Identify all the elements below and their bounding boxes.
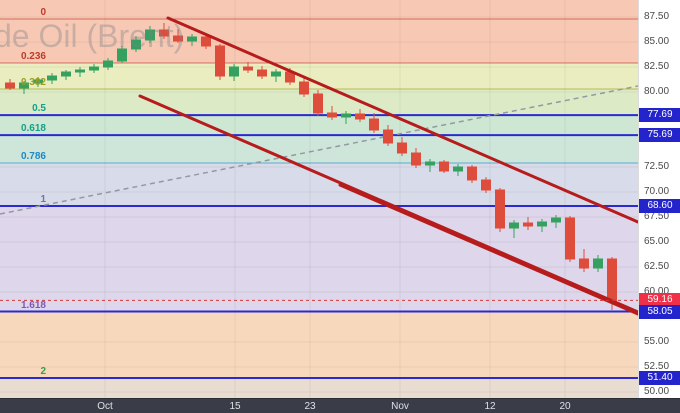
candle-body (33, 79, 43, 84)
time-tick: 15 (229, 401, 241, 412)
candle-body (397, 142, 407, 154)
candle-body (523, 222, 533, 227)
candle-body (201, 36, 211, 47)
candle-body (61, 71, 71, 77)
candle-body (299, 81, 309, 95)
candle-body (173, 35, 183, 42)
candle-body (257, 69, 267, 77)
candle-body (117, 48, 127, 62)
candle-body (19, 82, 29, 89)
time-tick: Nov (391, 401, 409, 412)
price-tick: 62.50 (644, 261, 670, 272)
price-tick: 60.00 (644, 286, 670, 297)
candle-body (467, 166, 477, 181)
time-tick: Oct (97, 401, 113, 412)
fib-band (0, 115, 638, 136)
price-tick: 72.50 (644, 161, 670, 172)
candle-body (159, 29, 169, 37)
price-badge: 68.60 (639, 199, 680, 213)
candle-body (89, 66, 99, 71)
candle-body (47, 75, 57, 81)
candle-body (607, 258, 617, 301)
candle-body (243, 66, 253, 71)
candle-body (75, 69, 85, 73)
chart-canvas-holder (0, 0, 638, 398)
candle-body (369, 118, 379, 131)
channel-trendline[interactable] (166, 16, 638, 224)
price-axis[interactable]: 87.50 85.00 82.50 80.00 72.50 70.00 67.50 65.00… (638, 0, 680, 398)
candle-body (327, 112, 337, 118)
candle-body (103, 60, 113, 68)
time-tick: 23 (304, 401, 316, 412)
candle-body (341, 113, 351, 118)
candle-body (495, 189, 505, 229)
fib-band (0, 163, 638, 206)
candle-body (565, 217, 575, 260)
candle-body (509, 222, 519, 229)
candle-body (411, 152, 421, 166)
candle-body (593, 258, 603, 269)
candle-body (425, 161, 435, 166)
price-tick: 55.00 (644, 336, 670, 347)
candle-body (355, 113, 365, 120)
candle-body (551, 217, 561, 223)
channel-trendline[interactable] (338, 183, 638, 316)
price-tick: 80.00 (644, 86, 670, 97)
time-tick: 20 (559, 401, 571, 412)
candle-body (271, 71, 281, 77)
time-tick: 12 (484, 401, 496, 412)
candle-body (187, 36, 197, 42)
price-tick: 50.00 (644, 386, 670, 397)
candle-body (383, 129, 393, 144)
price-tick: 82.50 (644, 61, 670, 72)
price-tick: 52.50 (644, 361, 670, 372)
fib-band (0, 311, 638, 378)
time-axis[interactable]: Oct 15 23 Nov 12 20 (0, 398, 680, 413)
candle-body (579, 258, 589, 269)
price-badge: 77.69 (639, 108, 680, 123)
price-badge: 51.40 (639, 371, 680, 385)
candle-body (537, 221, 547, 227)
price-badge: 75.69 (639, 128, 680, 143)
candle-body (131, 39, 141, 50)
candle-body (145, 29, 155, 41)
price-tick: 85.00 (644, 36, 670, 47)
channel-trendline[interactable] (138, 94, 638, 314)
candle-body (313, 93, 323, 114)
dashed-trendline[interactable] (0, 85, 638, 215)
candle-body (5, 82, 15, 89)
fib-band (0, 135, 638, 163)
price-tick: 65.00 (644, 236, 670, 247)
candle-body (439, 161, 449, 172)
price-badge: 59.16 (639, 293, 680, 308)
chart-canvas[interactable] (0, 0, 638, 398)
candle-body (215, 45, 225, 77)
price-tick: 70.00 (644, 186, 670, 197)
candle-body (481, 179, 491, 191)
candle-body (229, 66, 239, 77)
price-badge: 58.05 (639, 304, 680, 319)
fib-band (0, 378, 638, 398)
candle-body (453, 166, 463, 172)
price-tick: 67.50 (644, 211, 670, 222)
price-tick: 87.50 (644, 11, 670, 22)
fib-band (0, 0, 638, 63)
